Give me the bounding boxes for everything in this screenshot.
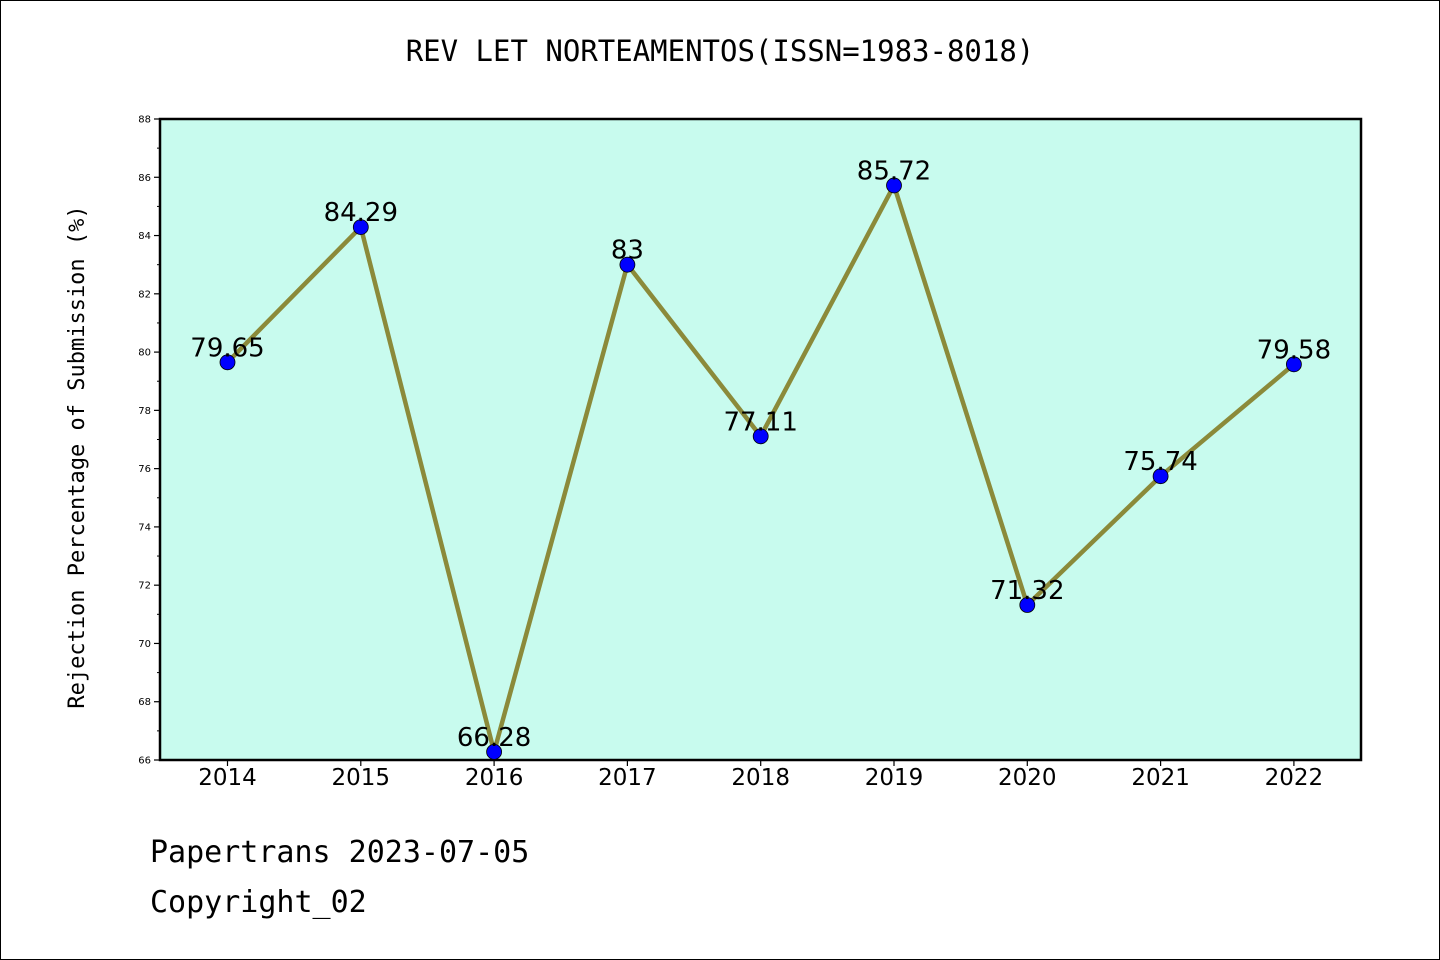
data-point-2018 — [752, 428, 769, 445]
x-tick-label: 2021 — [1131, 765, 1190, 791]
x-tick-label: 2022 — [1265, 765, 1324, 791]
data-point-2021 — [1152, 468, 1169, 485]
x-tick-label: 2017 — [598, 765, 657, 791]
y-tick-label: 66 — [138, 756, 151, 767]
data-point-2015 — [352, 219, 369, 235]
data-point-2019 — [886, 177, 902, 194]
y-axis: 66 68 70 72 74 76 78 80 82 84 86 88 — [138, 115, 160, 767]
data-point-2020 — [1019, 597, 1036, 613]
data-point-2017 — [619, 256, 636, 273]
y-tick-label: 82 — [138, 289, 151, 300]
y-tick-label: 84 — [138, 231, 151, 242]
data-label-2020: 71.32 — [990, 576, 1064, 606]
chart-title: REV LET NORTEAMENTOS(ISSN=1983-8018) — [405, 34, 1035, 68]
x-tick-label: 2020 — [998, 765, 1057, 791]
y-tick-label: 74 — [138, 522, 151, 533]
y-tick-label: 76 — [138, 464, 151, 475]
y-tick-label: 78 — [138, 406, 151, 417]
series-layer — [219, 177, 1302, 760]
x-tick-label: 2018 — [731, 765, 790, 791]
data-point-2016 — [486, 743, 503, 760]
data-point-2014 — [219, 354, 236, 371]
y-axis-label: Rejection Percentage of Submission (%) — [65, 205, 90, 708]
data-label-2014: 79.65 — [190, 333, 264, 363]
data-label-2018: 77.11 — [723, 407, 797, 437]
footer-date: Papertrans 2023-07-05 — [150, 835, 530, 870]
y-tick-label: 68 — [138, 697, 151, 708]
data-label-2015: 84.29 — [324, 198, 398, 228]
footer-copyright: Copyright_02 — [150, 885, 367, 920]
x-tick-label: 2019 — [865, 765, 924, 791]
x-axis: 2014 2015 2016 2017 2018 2019 2020 2021 2022 — [198, 760, 1323, 791]
data-label-2017: 83 — [611, 236, 644, 266]
data-label-2022: 79.58 — [1257, 335, 1331, 365]
x-tick-label: 2015 — [332, 765, 391, 791]
y-tick-label: 88 — [138, 115, 151, 126]
y-tick-label: 72 — [138, 581, 151, 592]
data-label-2016: 66.28 — [457, 723, 531, 753]
y-tick-label: 70 — [138, 639, 151, 650]
data-point-2022 — [1286, 356, 1302, 373]
data-label-2021: 75.74 — [1123, 447, 1197, 477]
data-label-2019: 85.72 — [857, 156, 931, 186]
x-tick-label: 2014 — [198, 765, 257, 791]
data-label-layer: 79.65 84.29 66.28 83 77.11 85.72 71.32 75.74 79.… — [190, 156, 1331, 752]
x-tick-label: 2016 — [465, 765, 524, 791]
y-tick-label: 86 — [138, 173, 151, 184]
y-tick-label: 80 — [138, 348, 151, 359]
